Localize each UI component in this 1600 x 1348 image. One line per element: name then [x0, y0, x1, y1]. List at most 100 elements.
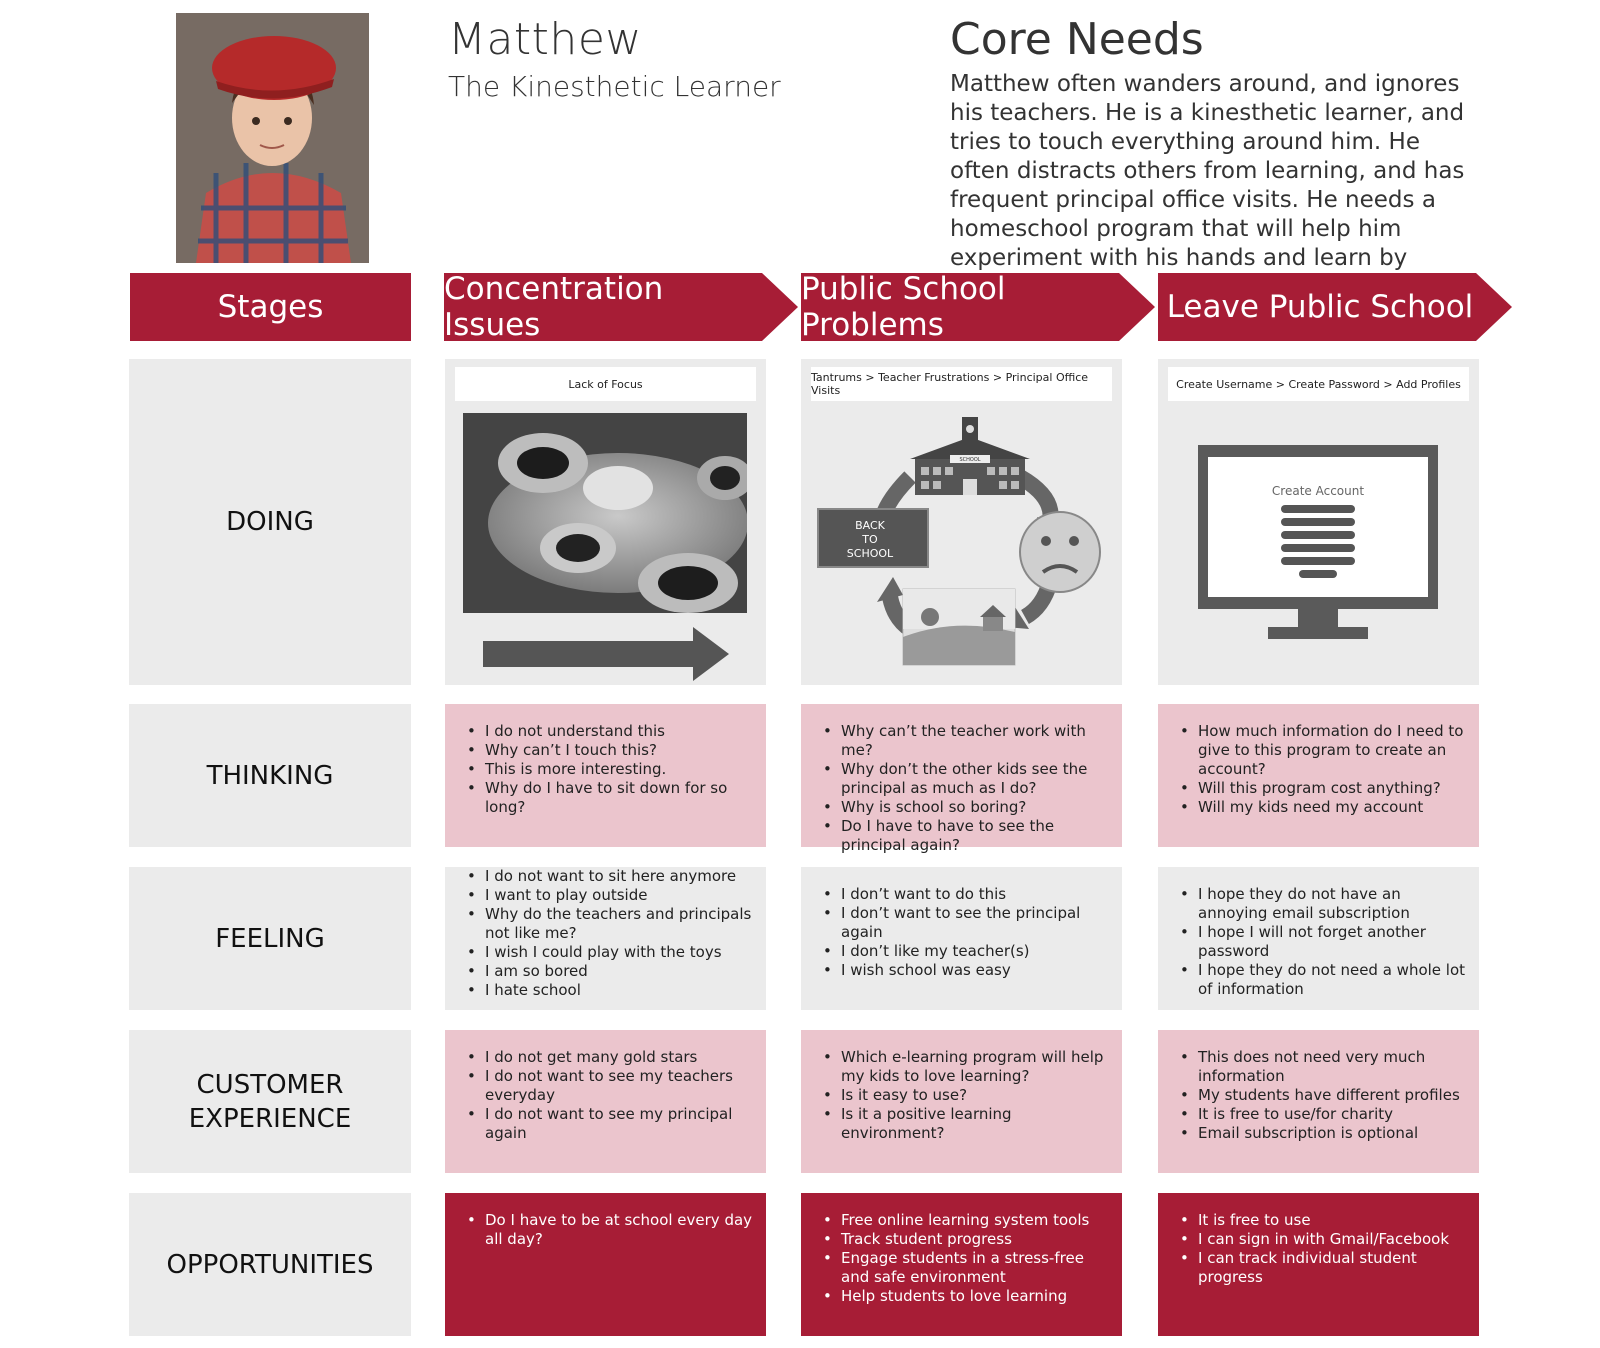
chevron-arrow-shape [1158, 273, 1512, 341]
feeling-cell-concentration: I do not want to sit here anymoreI want … [445, 867, 766, 1010]
doing-cell-concentration: Lack of Focus [445, 359, 766, 685]
list-item: I do not want to see my principal again [467, 1105, 754, 1143]
monitor-icon: Create Account [1198, 445, 1438, 639]
row-label-doing: DOING [129, 359, 411, 685]
chevron-arrow-shape [444, 273, 798, 341]
school-cycle-diagram: SCHOOL BACK TO SCHOOL [817, 417, 1101, 666]
bullet-list: I do not get many gold starsI do not wan… [445, 1030, 766, 1143]
list-item: Why is school so boring? [823, 798, 1110, 817]
list-item: I hate school [467, 981, 754, 1000]
list-item: Track student progress [823, 1230, 1110, 1249]
row-label-opportunities: OPPORTUNITIES [129, 1193, 411, 1336]
bullet-list: Do I have to be at school every day all … [445, 1193, 766, 1249]
row-label-text: CUSTOMER [196, 1069, 344, 1100]
stage-banner-public-school: Public School Problems [801, 271, 1155, 343]
row-label-text: OPPORTUNITIES [166, 1249, 374, 1280]
stages-header: Stages [130, 273, 411, 341]
list-item: I don’t like my teacher(s) [823, 942, 1110, 961]
list-item: Will this program cost anything? [1180, 779, 1467, 798]
boy-portrait-image [176, 13, 369, 263]
doing-caption: Lack of Focus [455, 367, 756, 401]
row-label-text: DOING [226, 507, 314, 537]
opportunities-cell-concentration: Do I have to be at school every day all … [445, 1193, 766, 1336]
list-item: Why do I have to sit down for so long? [467, 779, 754, 817]
thinking-cell-concentration: I do not understand thisWhy can’t I touc… [445, 704, 766, 847]
thinking-cell-leave: How much information do I need to give t… [1158, 704, 1479, 847]
stages-label: Stages [217, 289, 324, 325]
chevron-arrow-shape [801, 273, 1155, 341]
create-account-text: Create Account [1272, 484, 1364, 498]
list-item: How much information do I need to give t… [1180, 722, 1467, 779]
stage-banner-leave: Leave Public School [1158, 273, 1512, 341]
row-label-text: FEELING [215, 923, 325, 954]
list-item: I want to play outside [467, 886, 754, 905]
cx-cell-public-school: Which e-learning program will help my ki… [801, 1030, 1122, 1173]
bullet-list: How much information do I need to give t… [1158, 704, 1479, 817]
list-item: Is it easy to use? [823, 1086, 1110, 1105]
list-item: I hope I will not forget another passwor… [1180, 923, 1467, 961]
row-label-text: EXPERIENCE [188, 1103, 352, 1134]
list-item: Is it a positive learning environment? [823, 1105, 1110, 1143]
stage-label: Leave Public School [1166, 289, 1474, 325]
chalkboard-line-2: TO [861, 533, 878, 546]
bullet-list: This does not need very much information… [1158, 1030, 1479, 1143]
cx-cell-concentration: I do not get many gold starsI do not wan… [445, 1030, 766, 1173]
list-item: I don’t want to do this [823, 885, 1110, 904]
list-item: Will my kids need my account [1180, 798, 1467, 817]
persona-photo [176, 13, 369, 263]
cx-cell-leave: This does not need very much information… [1158, 1030, 1479, 1173]
list-item: This is more interesting. [467, 760, 754, 779]
stage-banner-concentration: Concentration Issues [444, 271, 798, 343]
row-label-thinking: THINKING [129, 704, 411, 847]
persona-name: Matthew [448, 14, 642, 65]
list-item: Free online learning system tools [823, 1211, 1110, 1230]
list-item: I hope they do not have an annoying emai… [1180, 885, 1467, 923]
doing-caption: Tantrums > Teacher Frustrations > Princi… [811, 367, 1112, 401]
bullet-list: Which e-learning program will help my ki… [801, 1030, 1122, 1143]
doing-cell-leave: Create Username > Create Password > Add … [1158, 359, 1479, 685]
opportunities-cell-public-school: Free online learning system toolsTrack s… [801, 1193, 1122, 1336]
core-needs-title: Core Needs [950, 14, 1204, 65]
list-item: Do I have to be at school every day all … [467, 1211, 754, 1249]
list-item: I hope they do not need a whole lot of i… [1180, 961, 1467, 999]
list-item: My students have different profiles [1180, 1086, 1467, 1105]
list-item: I do not want to see my teachers everyda… [467, 1067, 754, 1105]
chalkboard-line-3: SCHOOL [847, 547, 894, 560]
opportunities-cell-leave: It is free to useI can sign in with Gmai… [1158, 1193, 1479, 1336]
row-label-customer-experience: CUSTOMER EXPERIENCE [129, 1030, 411, 1173]
school-sign-text: SCHOOL [959, 457, 980, 463]
bullet-list: Why can’t the teacher work with me?Why d… [801, 704, 1122, 855]
bullet-list: I do not want to sit here anymoreI want … [445, 867, 766, 1000]
list-item: Do I have to have to see the principal a… [823, 817, 1110, 855]
feeling-cell-leave: I hope they do not have an annoying emai… [1158, 867, 1479, 1010]
bullet-list: Free online learning system toolsTrack s… [801, 1193, 1122, 1306]
list-item: Why can’t the teacher work with me? [823, 722, 1110, 760]
list-item: Why can’t I touch this? [467, 741, 754, 760]
list-item: I wish school was easy [823, 961, 1110, 980]
doing-cell-public-school: Tantrums > Teacher Frustrations > Princi… [801, 359, 1122, 685]
list-item: Engage students in a stress-free and saf… [823, 1249, 1110, 1287]
doing-caption: Create Username > Create Password > Add … [1168, 367, 1469, 401]
list-item: Help students to love learning [823, 1287, 1110, 1306]
list-item: I don’t want to see the principal again [823, 904, 1110, 942]
bullet-list: I hope they do not have an annoying emai… [1158, 867, 1479, 999]
list-item: I wish I could play with the toys [467, 943, 754, 962]
list-item: Why don’t the other kids see the princip… [823, 760, 1110, 798]
list-item: This does not need very much information [1180, 1048, 1467, 1086]
core-needs-text: Matthew often wanders around, and ignore… [950, 71, 1465, 300]
list-item: Which e-learning program will help my ki… [823, 1048, 1110, 1086]
right-arrow-icon [483, 627, 729, 681]
persona-subtitle: The Kinesthetic Learner [448, 70, 781, 103]
list-item: I can sign in with Gmail/Facebook [1180, 1230, 1467, 1249]
list-item: I do not get many gold stars [467, 1048, 754, 1067]
list-item: I do not want to sit here anymore [467, 867, 754, 886]
chalkboard-line-1: BACK [855, 519, 886, 532]
stage-label: Public School Problems [801, 271, 1006, 343]
fidget-spinner-image [463, 413, 747, 613]
list-item: I do not understand this [467, 722, 754, 741]
feeling-cell-public-school: I don’t want to do thisI don’t want to s… [801, 867, 1122, 1010]
bullet-list: It is free to useI can sign in with Gmai… [1158, 1193, 1479, 1287]
row-label-feeling: FEELING [129, 867, 411, 1010]
list-item: Why do the teachers and principals not l… [467, 905, 754, 943]
bullet-list: I do not understand thisWhy can’t I touc… [445, 704, 766, 817]
